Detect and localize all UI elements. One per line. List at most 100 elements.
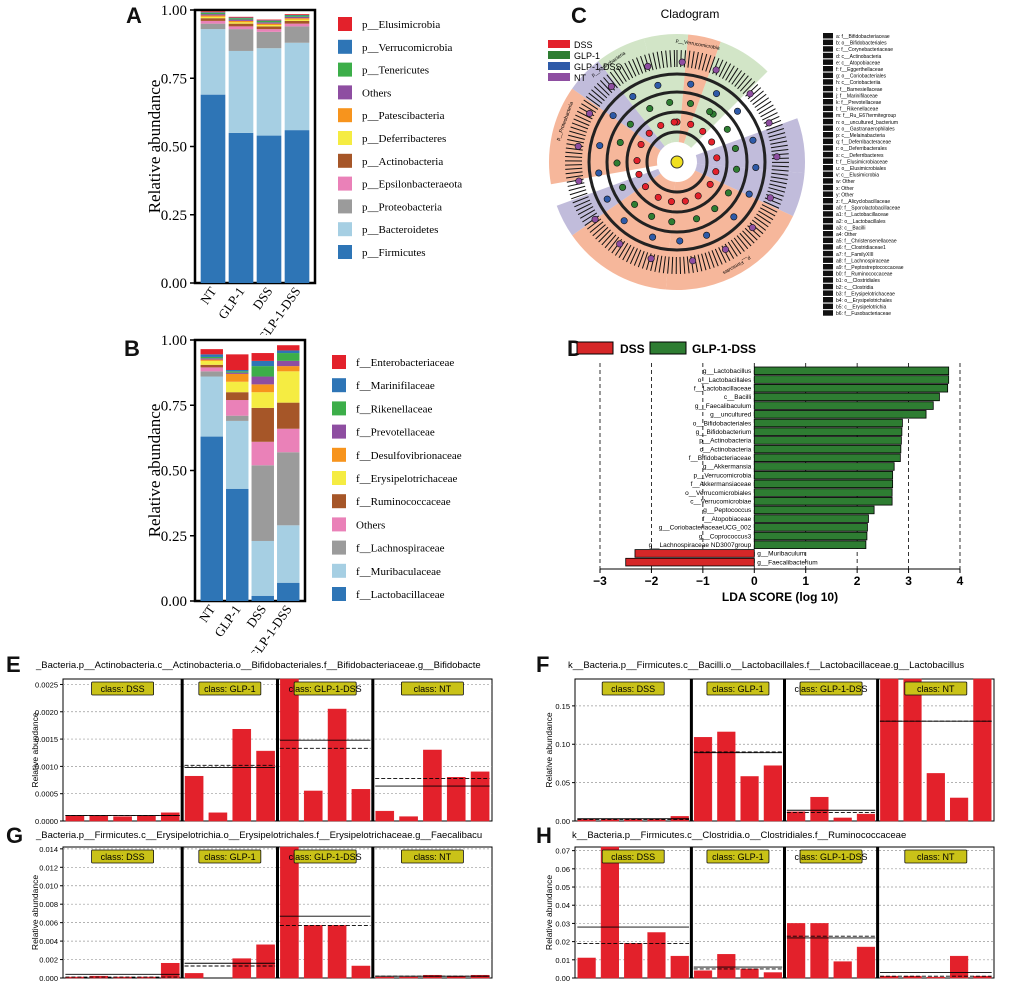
- bar-segment: [228, 16, 254, 18]
- panel-label-a: A: [126, 3, 142, 28]
- key-entry: a7: f__FamilyXIII: [836, 252, 874, 258]
- legend-swatch: [338, 176, 352, 191]
- x-tick-label: GLP-1: [215, 284, 248, 322]
- key-entry: o: o__Gastranaerophilales: [836, 126, 895, 132]
- legend-swatch: [332, 378, 346, 393]
- key-marker: [823, 217, 833, 224]
- clade-node: [631, 200, 639, 208]
- class-box: [799, 849, 863, 864]
- clade-node: [745, 190, 753, 198]
- bar-segment: [284, 18, 310, 20]
- clade-node: [647, 255, 655, 263]
- legend-swatch: [332, 471, 346, 485]
- abundance-bar: [470, 974, 490, 979]
- key-entry: v: c__Elusimicrobia: [836, 173, 879, 179]
- clade-node: [619, 183, 627, 191]
- branch: [606, 74, 618, 89]
- y-axis-label: Relative abundance: [30, 875, 40, 950]
- branch: [579, 209, 596, 219]
- lda-score-chart: DSS GLP-1-DSS g__Lactobacillus o__Lactobaci…: [576, 341, 964, 604]
- abundance-bar: [926, 773, 945, 822]
- branch: [734, 72, 746, 87]
- key-entry: k: f__Prevotellaceae: [836, 100, 882, 106]
- branch: [697, 254, 703, 272]
- clade-node: [703, 231, 711, 239]
- x-tick-label: 0: [751, 574, 758, 588]
- bar-segment: [251, 595, 274, 601]
- key-entry: h: c__Coriobacteriia: [836, 80, 881, 86]
- lda-bar: [753, 540, 867, 549]
- y-axis-label: Relative abundance: [544, 712, 554, 787]
- bar-segment: [226, 381, 249, 393]
- branch: [737, 75, 749, 90]
- branch: [577, 206, 594, 216]
- branch: [565, 171, 583, 175]
- abundance-bar: [880, 678, 899, 822]
- branch: [641, 252, 649, 269]
- legend-swatch: [332, 447, 346, 462]
- key-marker: [823, 138, 833, 145]
- bar-segment: [200, 364, 223, 368]
- branch: [754, 216, 769, 228]
- abundance-bar: [113, 816, 132, 822]
- key-entry: a3: c__Bacilli: [836, 225, 865, 231]
- key-marker: [823, 112, 833, 118]
- clade-node: [731, 145, 739, 153]
- legend-label: p__Bacteroidetes: [362, 224, 438, 236]
- clade-node: [616, 240, 624, 248]
- lda-bar: [753, 523, 868, 532]
- y-tick-label: 0.012: [39, 863, 58, 872]
- bar-segment: [284, 19, 310, 21]
- bar-segment: [228, 29, 254, 51]
- branch: [614, 241, 626, 256]
- bar-segment: [228, 50, 254, 133]
- legend-swatch: [332, 587, 346, 601]
- clade-node: [645, 129, 653, 137]
- abundance-bar: [470, 771, 490, 822]
- legend-swatch: [548, 73, 570, 81]
- chart-title: k__Bacteria.p__Firmicutes.c__Clostridia.…: [572, 830, 906, 841]
- class-label: class: NT: [414, 852, 452, 862]
- branch: [739, 232, 752, 247]
- branch: [613, 69, 624, 84]
- branch: [718, 61, 728, 78]
- key-marker: [823, 211, 833, 217]
- bar-segment: [251, 441, 274, 466]
- bar-segment: [251, 392, 274, 408]
- lda-bar: [753, 418, 903, 428]
- class-box: [401, 681, 464, 696]
- key-marker: [823, 224, 833, 230]
- key-marker: [823, 52, 833, 59]
- key-entry: z: f__Alicyclobacillaceae: [836, 199, 890, 205]
- abundance-bar: [763, 972, 782, 979]
- y-tick-label: 0.75: [161, 71, 187, 87]
- abundance-bar: [856, 813, 876, 822]
- clade-node: [713, 154, 721, 162]
- y-axis-label: Relative abundance: [145, 404, 164, 538]
- x-tick-label: 2: [854, 574, 861, 588]
- key-entry: e: c__Atopobiaceae: [836, 60, 880, 66]
- legend-label: f__Ruminococcaceae: [356, 496, 451, 508]
- stacked-bar-chart-phylum: 0.00 0.25 0.50 0.75 1.00 Relative abundance NT…: [145, 3, 462, 335]
- key-entry: b: o__Bifidobacteriales: [836, 41, 887, 47]
- key-entry: q: f__Deferribacteraceae: [836, 140, 891, 146]
- branch: [701, 253, 707, 271]
- legend-label: p__Elusimicrobia: [362, 19, 440, 31]
- abundance-bar: [740, 968, 759, 979]
- branch: [769, 136, 787, 142]
- legend-swatch: [338, 222, 352, 237]
- clade-node: [752, 164, 760, 172]
- clade-node: [689, 257, 697, 265]
- key-marker: [823, 231, 833, 237]
- branch: [624, 62, 634, 79]
- clade-node: [644, 62, 652, 70]
- bar-segment: [256, 135, 282, 283]
- lda-bar-label: g__Faecalibaculum: [695, 403, 751, 410]
- bar-segment: [226, 370, 249, 372]
- abundance-bar: [399, 976, 418, 979]
- clade-node: [721, 245, 729, 253]
- branch: [693, 255, 699, 273]
- key-entry: a4: Other: [836, 232, 857, 238]
- y-tick-label: 0.75: [161, 398, 187, 414]
- x-tick-label: −3: [593, 574, 607, 588]
